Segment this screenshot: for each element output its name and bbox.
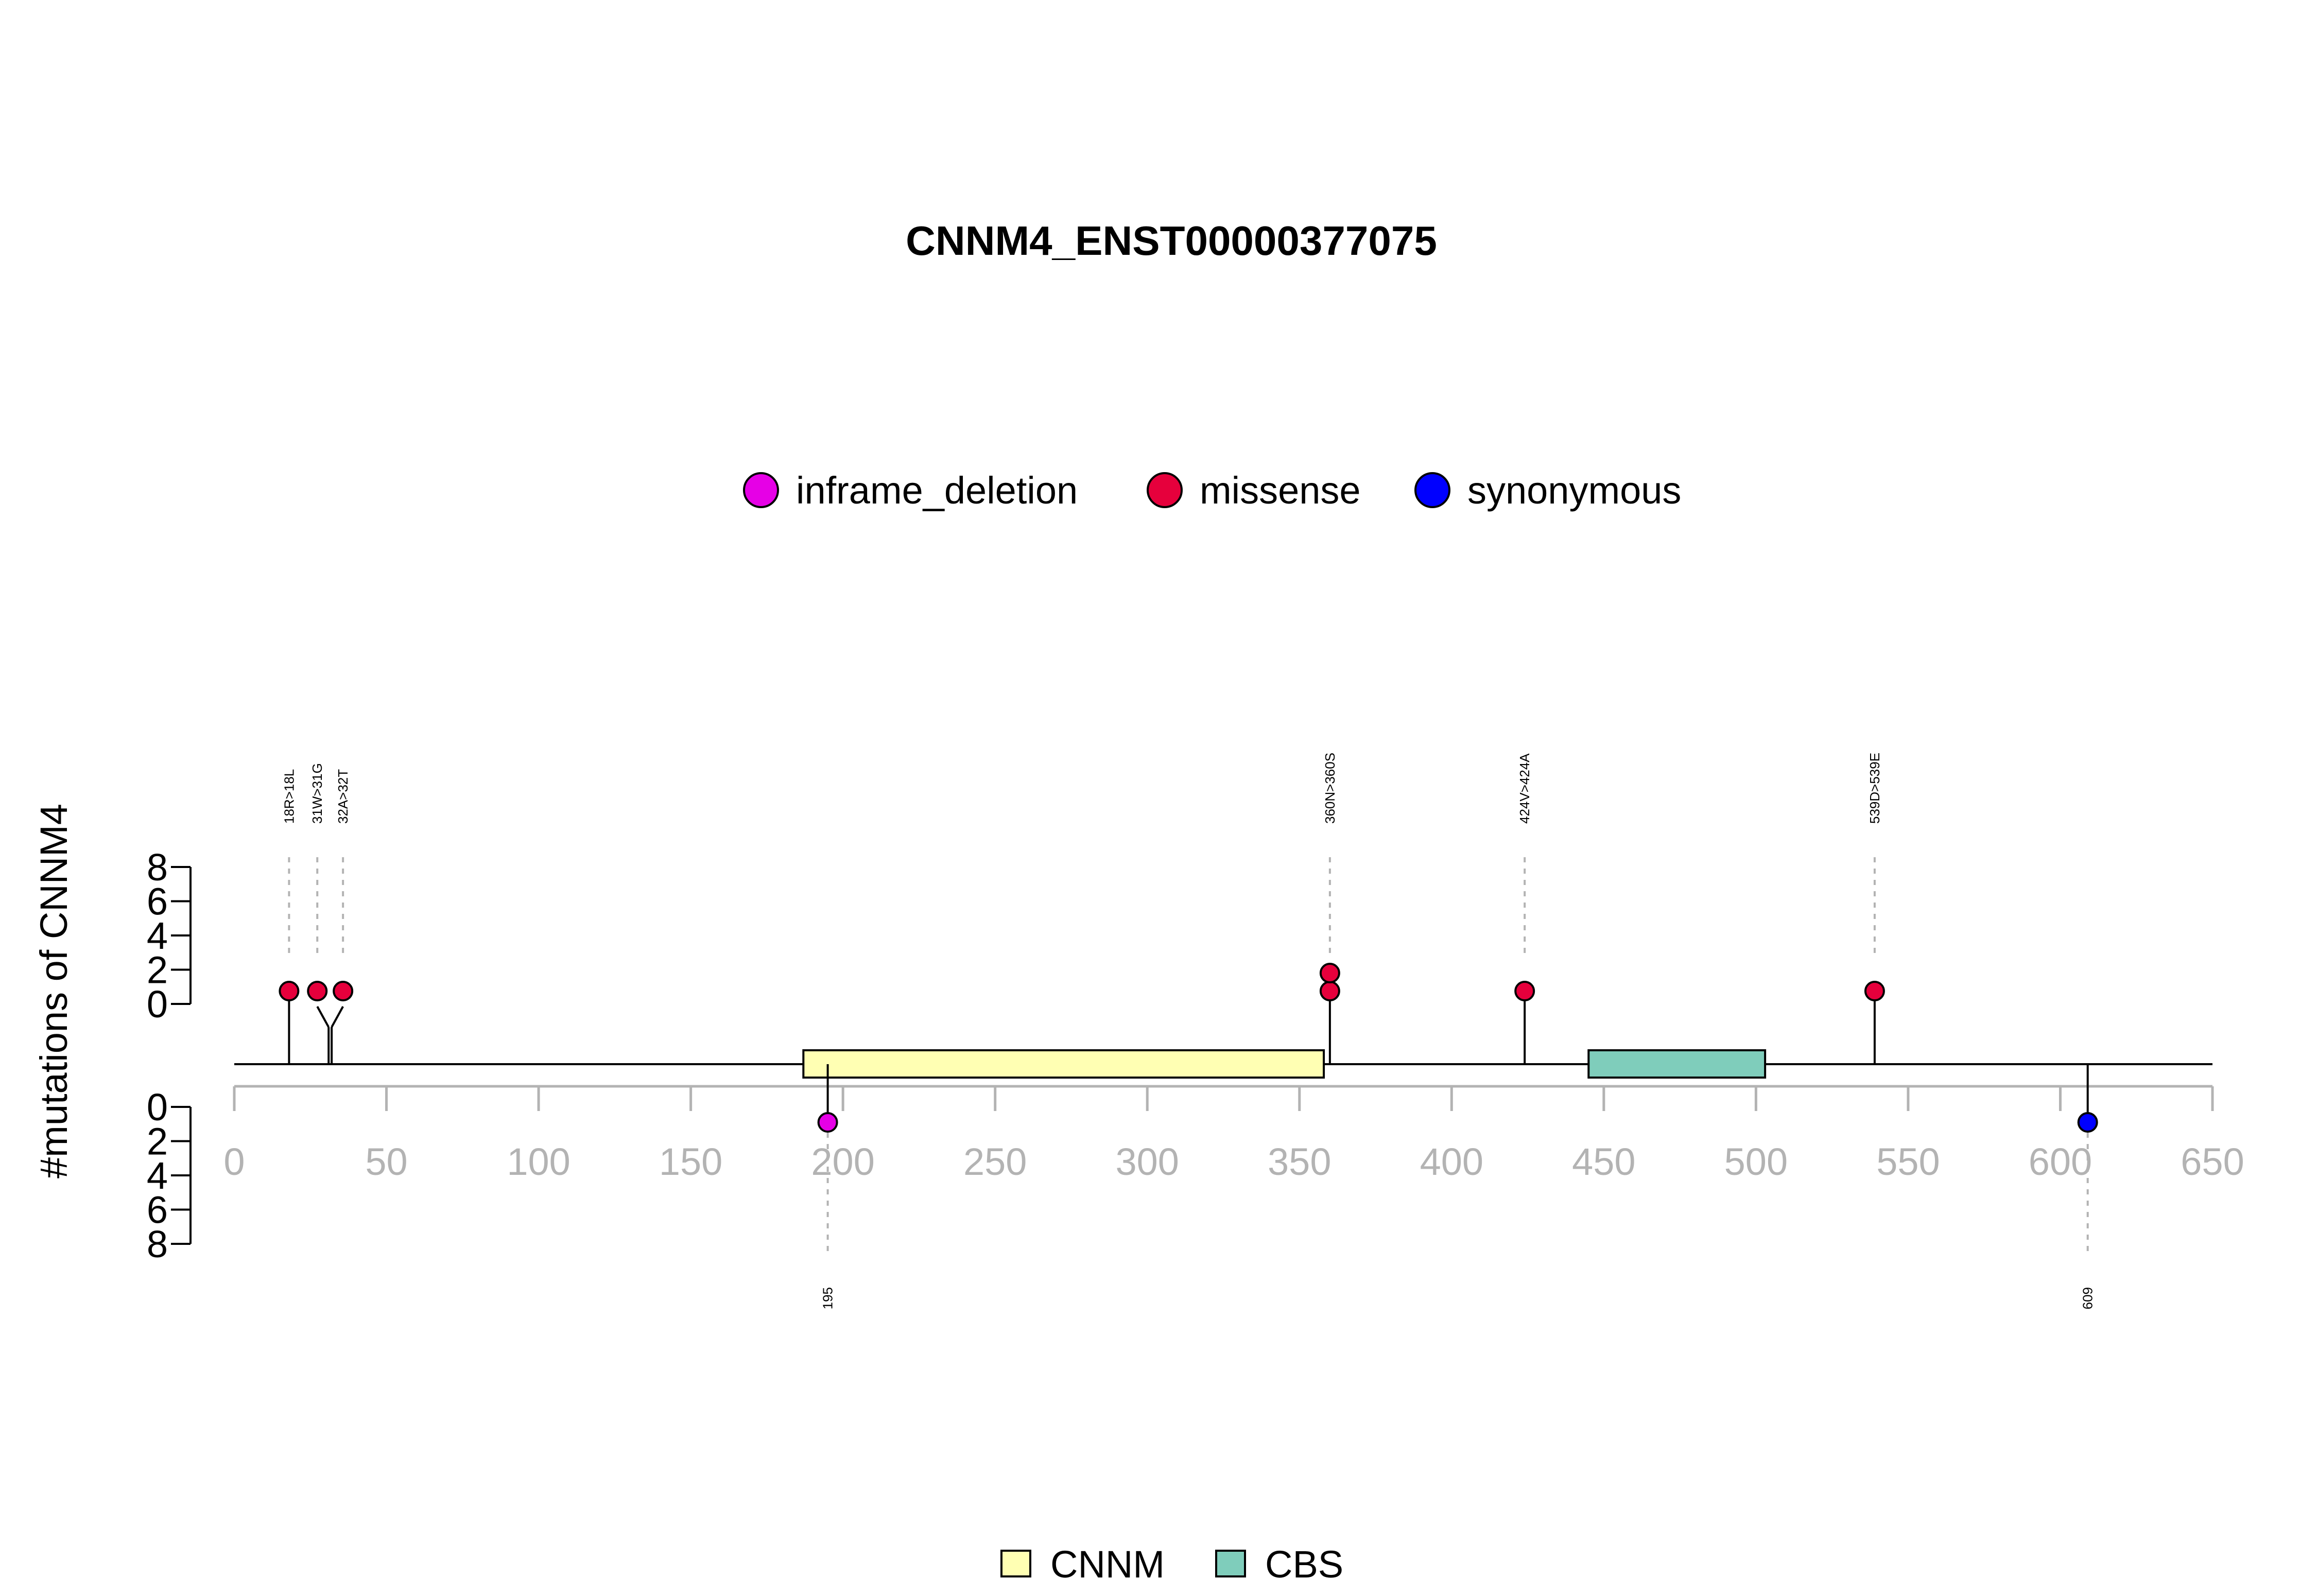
y-tick-label: 6 xyxy=(147,1189,168,1231)
lollipop-head xyxy=(1319,981,1340,1001)
chart-title: CNNM4_ENST00000377075 xyxy=(906,218,1437,264)
mutation-label: 18R>18L xyxy=(281,769,297,824)
lollipop-head xyxy=(1864,981,1885,1001)
x-tick-label: 250 xyxy=(963,1140,1027,1183)
legend-dot-synonymous-icon xyxy=(1414,472,1450,508)
domain-CBS xyxy=(1587,1049,1767,1079)
y-tick-label: 8 xyxy=(147,1223,168,1265)
lollipop-head xyxy=(817,1112,838,1133)
x-tick-label: 300 xyxy=(1115,1140,1179,1183)
x-tick-label: 600 xyxy=(2029,1140,2092,1183)
legend-label-missense: missense xyxy=(1200,469,1361,512)
legend-swatch-CBS xyxy=(1215,1550,1246,1577)
x-tick-label: 350 xyxy=(1268,1140,1331,1183)
legend-label-CBS: CBS xyxy=(1265,1543,1343,1586)
mutation-label: 360N>360S xyxy=(1322,753,1338,824)
x-tick-label: 0 xyxy=(223,1140,245,1183)
domain-legend: CNNM CBS xyxy=(1000,1543,1343,1586)
lollipop-head xyxy=(307,981,328,1001)
mutation-label: 609 xyxy=(2080,1287,2096,1309)
mutation-label: 424V>424A xyxy=(1517,753,1532,824)
y-tick-label: 0 xyxy=(147,983,168,1026)
legend-label-inframe_deletion: inframe_deletion xyxy=(796,469,1078,512)
legend-dot-missense-icon xyxy=(1147,472,1183,508)
x-tick-label: 400 xyxy=(1420,1140,1483,1183)
x-tick-label: 550 xyxy=(1876,1140,1940,1183)
mutation-label: 195 xyxy=(820,1287,836,1309)
legend-dot-inframe_deletion-icon xyxy=(743,472,779,508)
y-axis-label: #mutations of CNNM4 xyxy=(32,804,75,1178)
y-tick-label: 0 xyxy=(147,1086,168,1129)
mutation-label: 32A>32T xyxy=(335,769,351,824)
legend-swatch-CNNM xyxy=(1000,1550,1031,1577)
x-tick-label: 450 xyxy=(1572,1140,1635,1183)
lollipop-head xyxy=(333,981,354,1001)
lollipop-head xyxy=(279,981,300,1001)
mutation-label: 31W>31G xyxy=(309,763,325,824)
x-tick-label: 50 xyxy=(365,1140,407,1183)
x-tick-label: 150 xyxy=(659,1140,722,1183)
y-tick-label: 4 xyxy=(147,1154,168,1197)
lollipop-head xyxy=(2077,1112,2098,1133)
x-tick-label: 650 xyxy=(2181,1140,2244,1183)
lollipops: 18R>18L 31W>31G 32A>32T 360N>360S 424V>424A 5… xyxy=(279,753,2098,1309)
lollipop-head xyxy=(1514,981,1535,1001)
y-tick-label: 2 xyxy=(147,1120,168,1163)
lollipop-stick xyxy=(331,1006,344,1028)
y-tick-label: 6 xyxy=(147,880,168,923)
mutation-legend: inframe_deletion missense synonymous xyxy=(743,469,1681,512)
x-axis: 0 50 100 150 200 250 300 350 400 450 500 550 600 650 xyxy=(223,1085,2244,1183)
legend-label-synonymous: synonymous xyxy=(1467,469,1681,512)
x-tick-label: 200 xyxy=(811,1140,874,1183)
mutation-label: 539D>539E xyxy=(1867,753,1882,824)
y-tick-label: 2 xyxy=(147,949,168,992)
y-tick-label: 4 xyxy=(147,914,168,957)
lollipop-head xyxy=(1319,963,1340,983)
x-tick-label: 100 xyxy=(507,1140,570,1183)
domain-CNNM xyxy=(802,1049,1325,1079)
x-tick-label: 500 xyxy=(1724,1140,1788,1183)
legend-label-CNNM: CNNM xyxy=(1050,1543,1165,1586)
y-tick-label: 8 xyxy=(147,846,168,889)
protein-backbone xyxy=(234,1049,2212,1079)
lollipop-stick xyxy=(316,1006,330,1028)
